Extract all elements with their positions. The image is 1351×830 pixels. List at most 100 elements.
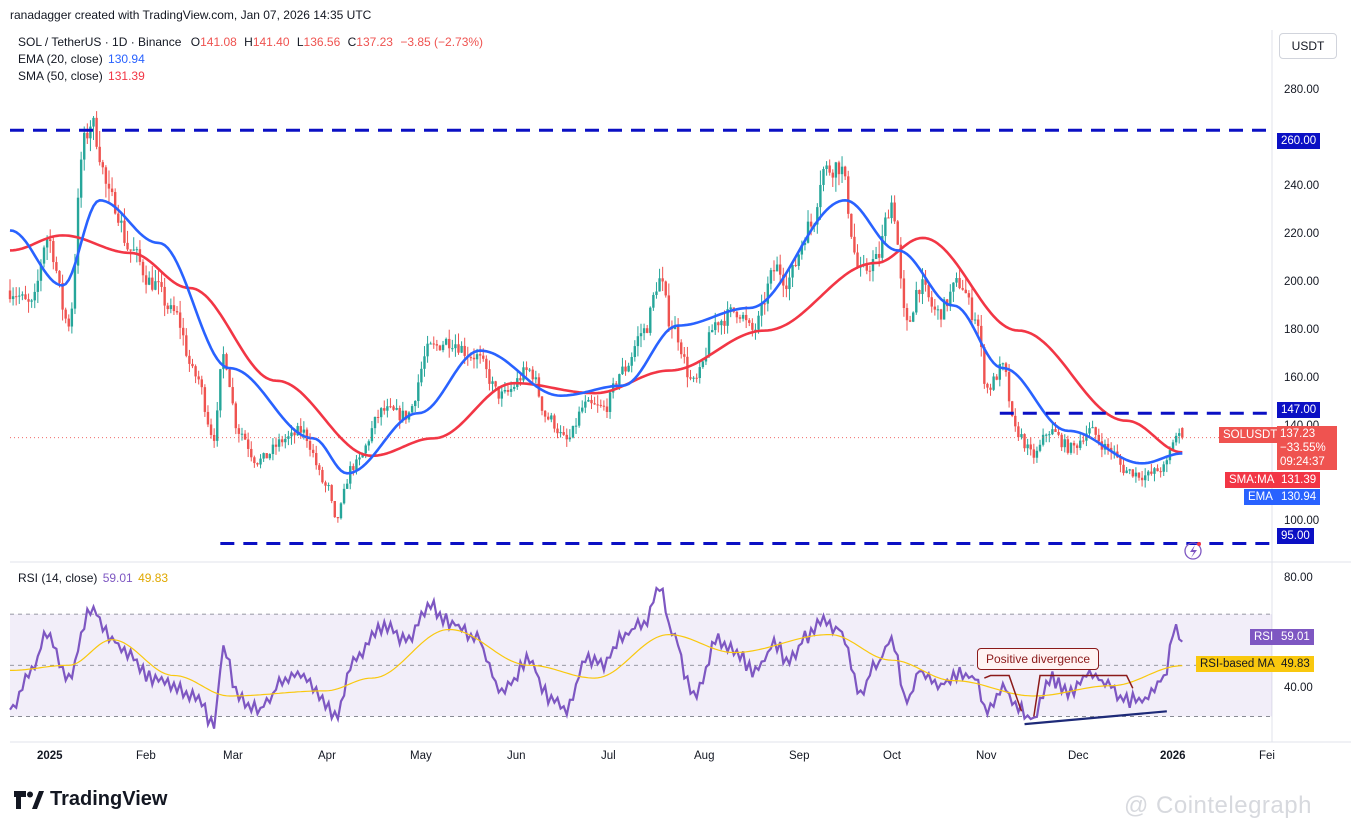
low-label: L bbox=[296, 35, 304, 49]
candle-body bbox=[1038, 444, 1042, 451]
candle-body bbox=[887, 217, 890, 219]
candle-body bbox=[525, 367, 528, 370]
candle-body bbox=[896, 221, 899, 245]
candle-body bbox=[741, 314, 745, 319]
symbol-label[interactable]: SOL / TetherUS · 1D · Binance bbox=[18, 35, 182, 49]
time-tick: Jun bbox=[507, 750, 526, 762]
candle-body bbox=[970, 297, 974, 321]
candle-body bbox=[293, 432, 296, 436]
candle-body bbox=[661, 278, 664, 282]
candle-body bbox=[1088, 428, 1091, 434]
candle-body bbox=[816, 207, 819, 225]
cointelegraph-watermark: @ Cointelegraph bbox=[1124, 792, 1312, 820]
candle-body bbox=[714, 322, 717, 331]
candle-body bbox=[39, 263, 43, 281]
ema-legend[interactable]: EMA (20, close) 130.94 bbox=[18, 52, 145, 66]
positive-divergence-label[interactable]: Positive divergence bbox=[977, 648, 1100, 670]
candle-body bbox=[246, 439, 250, 449]
candle-body bbox=[695, 377, 698, 379]
candle-body bbox=[952, 282, 955, 292]
candle-body bbox=[540, 396, 544, 411]
candle-body bbox=[14, 296, 18, 298]
candle-body bbox=[1178, 433, 1181, 436]
candle-body bbox=[853, 236, 856, 253]
candle-body bbox=[751, 322, 754, 330]
candle-body bbox=[18, 295, 21, 297]
candle-body bbox=[410, 406, 414, 413]
candle-body bbox=[151, 277, 154, 290]
candle-body bbox=[33, 291, 36, 301]
currency-button[interactable]: USDT bbox=[1279, 33, 1337, 59]
candle-body bbox=[1153, 468, 1156, 474]
candle-body bbox=[884, 217, 887, 237]
candle-body bbox=[454, 344, 457, 349]
candle-body bbox=[92, 117, 95, 127]
candle-body bbox=[565, 434, 568, 440]
candle-body bbox=[163, 286, 166, 306]
candle-body bbox=[265, 453, 268, 459]
candle-body bbox=[386, 406, 389, 411]
candle-body bbox=[692, 377, 695, 379]
candle-body bbox=[550, 415, 553, 420]
candle-body bbox=[70, 308, 74, 327]
sma-value-tag: 131.39 bbox=[1277, 472, 1321, 488]
high-value: 141.40 bbox=[252, 35, 290, 49]
candle-body bbox=[287, 436, 290, 439]
candle-body bbox=[448, 338, 451, 349]
rsi-legend[interactable]: RSI (14, close) 59.01 49.83 bbox=[18, 571, 168, 585]
candle-body bbox=[451, 348, 454, 350]
candle-body bbox=[1106, 443, 1110, 448]
candle-body bbox=[871, 259, 875, 272]
candle-body bbox=[754, 329, 757, 331]
candle-body bbox=[203, 387, 207, 412]
price-tick: 160.00 bbox=[1284, 372, 1320, 384]
candle-body bbox=[349, 466, 352, 484]
candle-body bbox=[1162, 464, 1165, 472]
candle-body bbox=[967, 293, 971, 298]
candle-body bbox=[1143, 475, 1147, 481]
candle-body bbox=[1125, 470, 1128, 474]
candle-body bbox=[840, 166, 844, 175]
candle-body bbox=[401, 410, 405, 421]
high-label: H bbox=[244, 35, 253, 49]
divergence-trendline bbox=[1024, 710, 1167, 726]
candle-body bbox=[1079, 440, 1082, 448]
candle-body bbox=[36, 280, 40, 292]
candle-body bbox=[528, 369, 531, 371]
rsi-legend-label: RSI (14, close) bbox=[18, 571, 98, 585]
candle-body bbox=[89, 126, 92, 139]
candle-body bbox=[73, 265, 77, 309]
flash-icon bbox=[1184, 542, 1202, 560]
sma-name-tag: SMA:MA bbox=[1225, 472, 1279, 488]
candle-body bbox=[321, 469, 324, 483]
candle-body bbox=[104, 167, 108, 184]
candle-body bbox=[683, 354, 686, 357]
candle-body bbox=[710, 330, 714, 333]
candle-body bbox=[964, 289, 967, 294]
candle-body bbox=[472, 357, 476, 360]
candle-body bbox=[240, 433, 244, 435]
candle-body bbox=[469, 357, 473, 359]
candle-body bbox=[1045, 434, 1048, 436]
candle-body bbox=[726, 309, 729, 326]
ohlc-legend[interactable]: SOL / TetherUS · 1D · Binance O141.08 H1… bbox=[18, 35, 483, 49]
candle-body bbox=[219, 369, 222, 411]
candle-body bbox=[649, 307, 652, 333]
sma-legend[interactable]: SMA (50, close) 131.39 bbox=[18, 69, 145, 83]
candle-body bbox=[608, 392, 612, 412]
tradingview-logo[interactable]: TradingView bbox=[14, 788, 167, 811]
candle-body bbox=[893, 202, 896, 222]
candle-body bbox=[423, 356, 426, 369]
candle-body bbox=[256, 463, 259, 465]
candle-body bbox=[126, 242, 129, 250]
candle-body bbox=[680, 342, 683, 355]
candle-body bbox=[769, 270, 773, 284]
candle-body bbox=[101, 162, 104, 168]
candle-body bbox=[1057, 431, 1060, 435]
candle-body bbox=[512, 386, 516, 389]
candle-body bbox=[444, 338, 448, 345]
rsi-ma-line bbox=[10, 628, 1183, 697]
sma-legend-label: SMA (50, close) bbox=[18, 69, 103, 83]
candle-body bbox=[1134, 472, 1138, 477]
